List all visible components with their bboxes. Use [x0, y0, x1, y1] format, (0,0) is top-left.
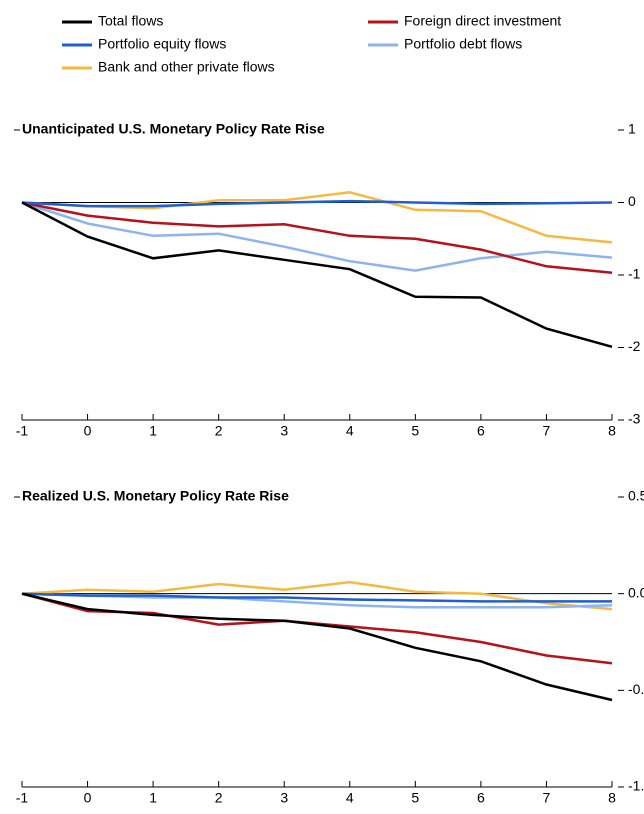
legend-label: Bank and other private flows [98, 59, 275, 75]
x-tick-label: 6 [477, 790, 485, 806]
series-line [21, 201, 613, 272]
y-tick-label: -1 [628, 266, 641, 282]
chart-title: Realized U.S. Monetary Policy Rate Rise [22, 488, 289, 504]
x-tick-label: 7 [543, 790, 551, 806]
x-tick-label: 0 [84, 423, 92, 439]
x-tick-label: 6 [477, 423, 485, 439]
x-tick-label: 7 [543, 423, 551, 439]
series-line [21, 201, 613, 349]
legend-label: Portfolio debt flows [404, 36, 522, 52]
y-tick-label: -3 [628, 411, 641, 427]
chart-title: Unanticipated U.S. Monetary Policy Rate … [22, 121, 325, 137]
y-tick-label: -1.0 [628, 778, 644, 794]
legend-label: Portfolio equity flows [98, 36, 226, 52]
x-tick-label: -1 [16, 790, 29, 806]
series-line [21, 199, 613, 208]
y-tick-label: 0 [628, 193, 636, 209]
y-tick-label: 0.5 [628, 488, 644, 504]
x-tick-label: 3 [280, 790, 288, 806]
x-tick-label: 5 [411, 423, 419, 439]
x-tick-label: 8 [608, 790, 616, 806]
x-tick-label: 5 [411, 790, 419, 806]
x-tick-label: 8 [608, 423, 616, 439]
x-tick-label: 0 [84, 790, 92, 806]
x-tick-label: 4 [346, 790, 354, 806]
series-line [21, 201, 613, 275]
y-tick-label: -0.5 [628, 681, 644, 697]
x-tick-label: 2 [215, 423, 223, 439]
y-tick-label: -2 [628, 338, 641, 354]
series-line [21, 592, 612, 603]
x-tick-label: 2 [215, 790, 223, 806]
y-tick-label: 0.0 [628, 584, 644, 600]
legend-label: Foreign direct investment [404, 13, 561, 29]
legend-label: Total flows [98, 13, 163, 29]
series-line [21, 592, 613, 702]
x-tick-label: 1 [149, 790, 157, 806]
x-tick-label: 1 [149, 423, 157, 439]
x-tick-label: 3 [280, 423, 288, 439]
x-tick-label: 4 [346, 423, 354, 439]
x-tick-label: -1 [16, 423, 29, 439]
series-line [21, 580, 613, 611]
y-tick-label: 1 [628, 121, 636, 137]
